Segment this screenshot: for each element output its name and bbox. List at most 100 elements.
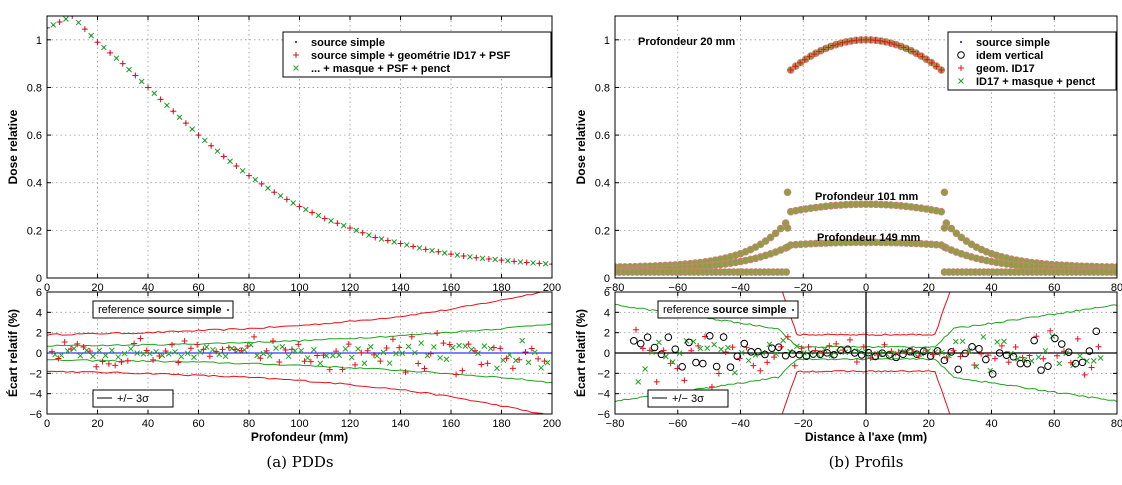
marker-x [197, 349, 204, 355]
annotation-depth-149: Profondeur 149 mm [817, 232, 921, 244]
marker-circle [823, 349, 831, 357]
marker-x [290, 200, 297, 206]
marker-plus [56, 18, 63, 25]
marker-x [538, 364, 544, 371]
marker-x [254, 352, 260, 359]
marker-plus [490, 344, 497, 351]
reference-text: reference source simple [98, 304, 222, 316]
y-tick-label: 6 [604, 287, 610, 299]
marker-circle [850, 349, 859, 357]
marker-plus [263, 347, 270, 354]
marker-plus [473, 254, 480, 261]
x-tick-label: 0 [863, 282, 869, 294]
x-tick-label: 120 [341, 282, 359, 294]
y-tick-label: −6 [597, 409, 610, 421]
marker-plus [80, 343, 87, 350]
marker-circle [857, 351, 866, 359]
marker-x [1028, 358, 1035, 364]
marker-x [189, 126, 196, 132]
panel-pdd-bottom: 0 20 40 60 80 100 120 140 160 180 200 −6 −4 −2 0 2 4 6 Éca… [5, 287, 561, 444]
y-tick-label: 0.8 [595, 82, 610, 94]
marker-plus [522, 348, 529, 355]
marker-x [361, 360, 368, 367]
marker-x [277, 192, 284, 199]
marker-plus [448, 251, 454, 258]
marker-x [285, 353, 292, 360]
marker-circle [1037, 366, 1045, 374]
marker-x [468, 346, 475, 353]
marker-plus [220, 153, 227, 160]
reference-label: reference source simple [657, 300, 799, 319]
marker-x [293, 65, 299, 71]
marker-plus [877, 37, 884, 44]
marker-x [994, 339, 1001, 345]
marker-x [959, 338, 966, 345]
marker-plus [446, 341, 453, 348]
marker-plus [61, 339, 68, 346]
marker-x [794, 343, 800, 350]
marker-circle [1085, 347, 1094, 355]
marker-x [252, 176, 259, 183]
marker-plus [784, 333, 791, 340]
marker-circle [671, 345, 680, 353]
marker-circle [650, 343, 659, 352]
marker-circle [726, 363, 735, 371]
marker-x [725, 344, 731, 351]
marker-x [704, 345, 711, 352]
marker-filled-circle [937, 207, 946, 216]
marker-plus [1040, 355, 1047, 362]
x-tick-label: 60 [192, 418, 204, 430]
marker-circle [1009, 352, 1018, 361]
marker-x [302, 206, 309, 213]
marker-plus [427, 350, 434, 357]
marker-plus [1054, 352, 1061, 359]
marker-plus [509, 365, 516, 372]
y-tick-label: 4 [36, 307, 42, 319]
marker-x [260, 350, 267, 357]
marker-plus [175, 359, 182, 366]
marker-plus [213, 348, 220, 355]
marker-circle [657, 350, 666, 359]
marker-x [374, 353, 380, 359]
marker-x [842, 349, 849, 356]
panel-pdd-top: 0 20 40 60 80 100 120 140 160 180 200 0 0.2 0.4 0.6 0.8… [6, 15, 561, 294]
marker-circle [957, 51, 965, 59]
marker-plus [853, 358, 860, 365]
marker-x [801, 350, 807, 356]
marker-plus [86, 348, 93, 355]
marker-plus [282, 347, 289, 354]
x-tick-label: 180 [492, 282, 510, 294]
marker-x [266, 352, 273, 359]
marker-x [311, 346, 317, 353]
marker-circle [988, 370, 997, 378]
plot-area [47, 16, 552, 268]
marker-plus [535, 355, 542, 362]
marker-plus [415, 360, 422, 367]
x-tick-label: 200 [543, 418, 561, 430]
marker-x [1097, 355, 1104, 361]
marker-x [304, 355, 311, 361]
band-curve [47, 323, 552, 347]
marker-circle [802, 352, 811, 360]
marker-x [96, 347, 103, 354]
marker-circle [747, 348, 755, 356]
marker-plus [200, 346, 207, 353]
marker-plus [410, 243, 417, 250]
marker-plus [933, 63, 940, 70]
marker-x [298, 347, 305, 354]
marker-x [1042, 347, 1049, 354]
marker-plus [797, 59, 804, 66]
marker-plus [157, 96, 164, 103]
x-tick-label: 0 [44, 282, 50, 294]
y-tick-label: 0 [36, 348, 42, 360]
marker-x [1090, 357, 1097, 364]
marker-plus [830, 42, 837, 49]
marker-plus [872, 37, 879, 44]
x-tick-label: 0 [863, 418, 869, 430]
marker-x [100, 44, 107, 51]
marker-x [386, 360, 393, 367]
marker-plus [471, 347, 478, 354]
sigma-legend: +/− 3σ [647, 389, 729, 408]
marker-plus [94, 39, 101, 46]
y-tick-label: 2 [36, 328, 42, 340]
